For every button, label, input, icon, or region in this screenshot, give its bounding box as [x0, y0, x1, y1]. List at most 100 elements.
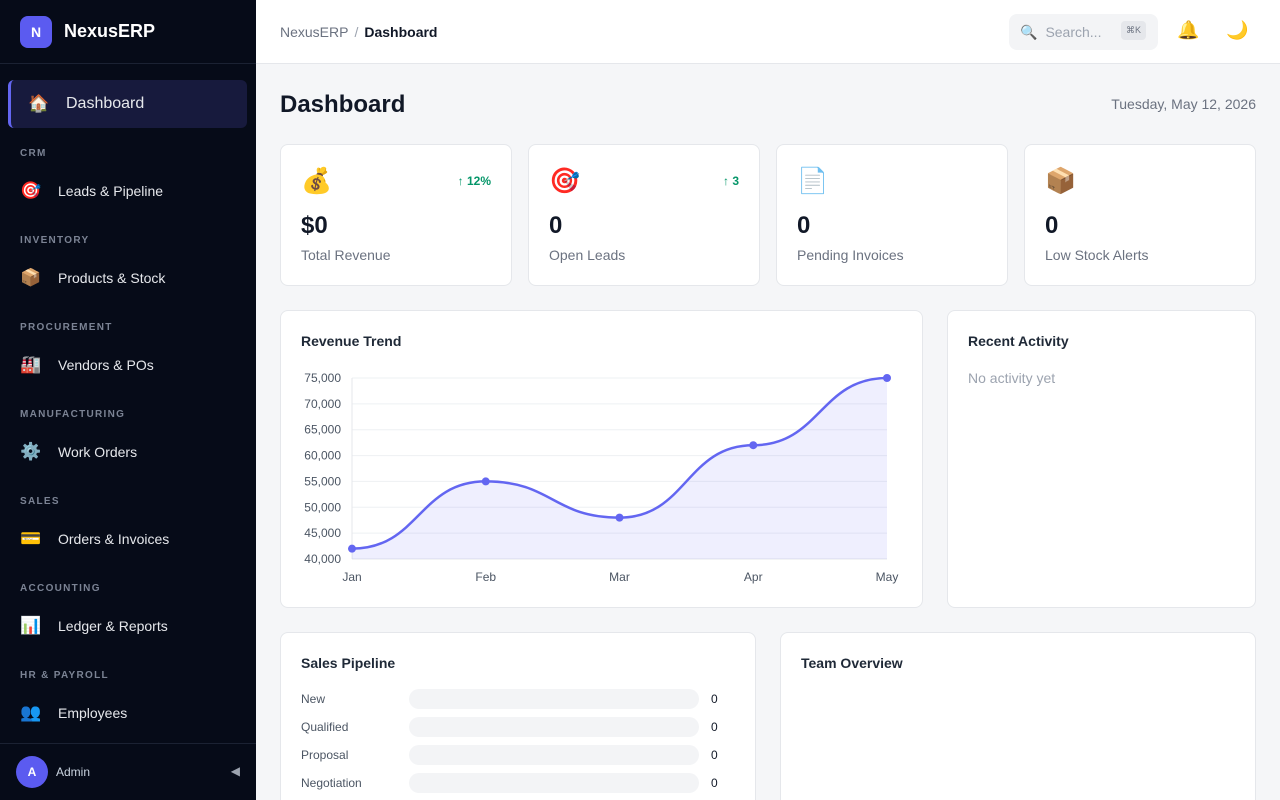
nav-section-accounting: ACCOUNTING: [20, 583, 101, 594]
pipeline-row: Negotiation 0: [301, 773, 741, 793]
pipeline-stage-label: Negotiation: [301, 776, 362, 790]
y-tick-label: 40,000: [304, 552, 341, 566]
pipeline-stage-count: 0: [711, 748, 718, 762]
target-icon: 🎯: [20, 181, 42, 200]
series-area: [352, 378, 887, 559]
search-icon: 🔍: [1020, 23, 1038, 40]
credit-card-icon: 💳: [20, 529, 42, 548]
pipeline-bar: [409, 745, 699, 765]
page-date: Tuesday, May 12, 2026: [1111, 96, 1256, 112]
nav-section-procurement: PROCUREMENT: [20, 322, 113, 333]
x-tick-label: Feb: [475, 570, 496, 584]
money-bag-icon: 💰: [301, 167, 333, 195]
pipeline-row: Proposal 0: [301, 745, 741, 765]
sidebar-item-ledger[interactable]: 📊 Ledger & Reports: [20, 608, 168, 644]
sales-pipeline-card: Sales Pipeline New 0 Qualified 0 Proposa…: [280, 632, 756, 800]
stat-label: Low Stock Alerts: [1045, 247, 1149, 263]
y-tick-label: 60,000: [304, 449, 341, 463]
x-tick-label: May: [876, 570, 899, 584]
sidebar-item-label: Products & Stock: [58, 270, 166, 286]
nav-section-crm: CRM: [20, 148, 47, 159]
sidebar-item-label: Leads & Pipeline: [58, 183, 164, 199]
stat-card-leads[interactable]: 🎯 ↑ 3 0 Open Leads: [528, 144, 760, 286]
stat-value: 0: [1045, 212, 1059, 239]
trend-badge: ↑ 3: [722, 174, 739, 188]
home-icon: 🏠: [28, 94, 50, 113]
stat-card-invoices[interactable]: 📄 0 Pending Invoices: [776, 144, 1008, 286]
brand-name: NexusERP: [64, 21, 156, 41]
brand[interactable]: N NexusERP: [0, 0, 256, 64]
search-input[interactable]: [1045, 24, 1118, 40]
sidebar: N NexusERP 🏠 Dashboard CRM 🎯 Leads & Pip…: [0, 0, 256, 800]
revenue-chart-card: Revenue Trend 40,000 45,000 50,000 55,000 60…: [280, 310, 923, 608]
stat-label: Total Revenue: [301, 247, 391, 263]
pipeline-row: Qualified 0: [301, 717, 741, 737]
moon-icon[interactable]: 🌙: [1226, 20, 1249, 40]
sidebar-item-leads[interactable]: 🎯 Leads & Pipeline: [20, 173, 163, 209]
nav-section-inventory: INVENTORY: [20, 235, 90, 246]
bell-icon[interactable]: 🔔: [1177, 20, 1200, 40]
nav-section-sales: SALES: [20, 496, 60, 507]
pipeline-stage-count: 0: [711, 720, 718, 734]
target-icon: 🎯: [549, 167, 581, 195]
pipeline-stage-count: 0: [711, 692, 718, 706]
search-box[interactable]: 🔍 ⌘K: [1009, 14, 1158, 50]
top-header: NexusERP / Dashboard 🔍 ⌘K 🔔 🌙: [256, 0, 1280, 64]
card-title: Revenue Trend: [301, 333, 402, 349]
search-shortcut-badge: ⌘K: [1120, 21, 1146, 40]
sidebar-item-label: Employees: [58, 705, 128, 721]
data-point: [615, 513, 624, 522]
sidebar-item-label: Work Orders: [58, 444, 138, 460]
sidebar-item-label: Vendors & POs: [58, 357, 154, 373]
y-tick-label: 65,000: [304, 423, 341, 437]
sidebar-item-employees[interactable]: 👥 Employees: [20, 695, 127, 731]
avatar[interactable]: A: [16, 756, 48, 788]
y-tick-label: 75,000: [304, 371, 341, 385]
data-point: [749, 441, 758, 450]
x-tick-label: Mar: [609, 570, 630, 584]
pipeline-row: New 0: [301, 689, 741, 709]
sidebar-item-label: Dashboard: [66, 95, 145, 112]
sidebar-item-label: Ledger & Reports: [58, 618, 168, 634]
brand-logo: N: [20, 15, 52, 48]
trend-badge: ↑ 12%: [457, 174, 491, 188]
nav-section-manufacturing: MANUFACTURING: [20, 409, 126, 420]
recent-activity-card: Recent Activity No activity yet: [947, 310, 1256, 608]
data-point: [481, 477, 490, 486]
sidebar-footer: A Admin ◀: [0, 743, 256, 800]
package-icon: 📦: [1045, 167, 1077, 195]
card-title: Recent Activity: [968, 333, 1069, 349]
nav-section-hr: HR & PAYROLL: [20, 670, 109, 681]
pipeline-bar: [409, 773, 699, 793]
team-overview-card: Team Overview: [780, 632, 1256, 800]
breadcrumb: NexusERP / Dashboard: [280, 24, 437, 40]
sidebar-item-products[interactable]: 📦 Products & Stock: [20, 260, 165, 296]
sidebar-item-dashboard[interactable]: 🏠 Dashboard: [8, 80, 247, 128]
empty-state-text: No activity yet: [968, 370, 1056, 386]
sidebar-item-vendors[interactable]: 🏭 Vendors & POs: [20, 347, 154, 383]
revenue-chart: 40,000 45,000 50,000 55,000 60,000 65,000 70,0…: [304, 371, 899, 584]
stat-card-revenue[interactable]: 💰 ↑ 12% $0 Total Revenue: [280, 144, 512, 286]
bar-chart-icon: 📊: [20, 616, 42, 635]
document-icon: 📄: [797, 167, 829, 195]
sidebar-item-orders[interactable]: 💳 Orders & Invoices: [20, 521, 169, 557]
pipeline-stage-label: Proposal: [301, 748, 349, 762]
stat-value: $0: [301, 212, 328, 239]
factory-icon: 🏭: [20, 355, 42, 374]
collapse-sidebar-button[interactable]: ◀: [230, 764, 240, 778]
data-point: [883, 374, 891, 382]
pipeline-stage-label: Qualified: [301, 720, 349, 734]
page-title: Dashboard: [280, 91, 406, 118]
user-name[interactable]: Admin: [56, 765, 91, 779]
y-tick-label: 70,000: [304, 397, 341, 411]
sidebar-item-work-orders[interactable]: ⚙️ Work Orders: [20, 434, 137, 470]
y-tick-label: 45,000: [304, 526, 341, 540]
package-icon: 📦: [20, 268, 42, 287]
breadcrumb-root[interactable]: NexusERP: [280, 24, 349, 40]
people-icon: 👥: [20, 703, 42, 722]
card-title: Sales Pipeline: [301, 655, 396, 671]
pipeline-stage-count: 0: [711, 776, 718, 790]
pipeline-stage-label: New: [301, 692, 326, 706]
sidebar-item-label: Orders & Invoices: [58, 531, 170, 547]
stat-card-stock[interactable]: 📦 0 Low Stock Alerts: [1024, 144, 1256, 286]
